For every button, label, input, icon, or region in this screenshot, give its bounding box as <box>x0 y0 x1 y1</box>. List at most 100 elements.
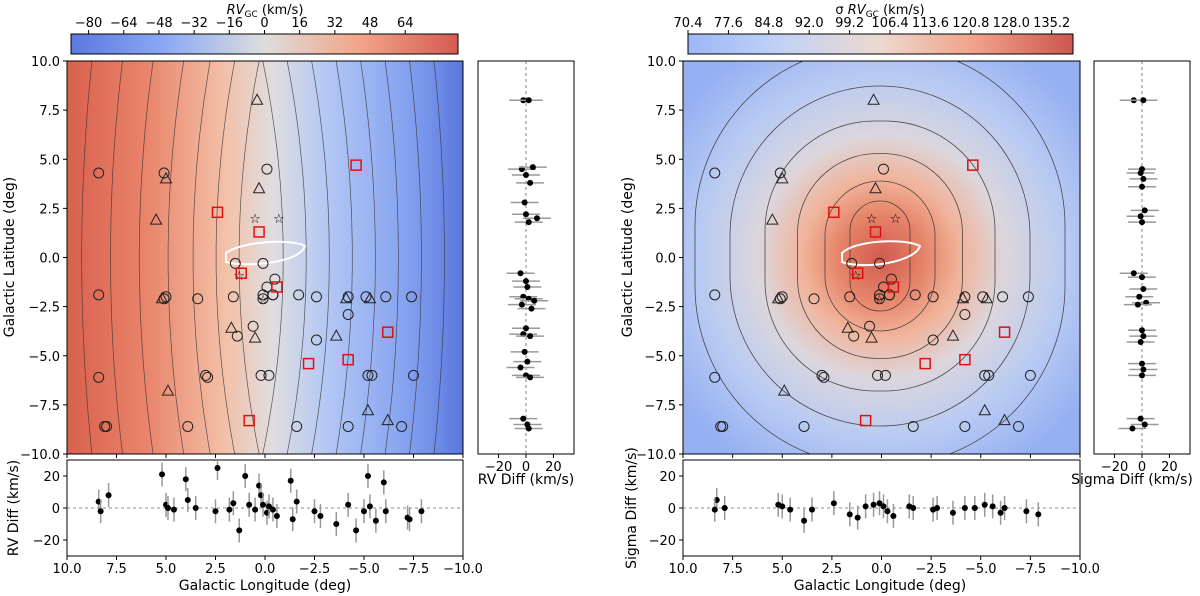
data-point <box>382 508 389 515</box>
circle-marker <box>927 291 939 303</box>
contour-line <box>238 61 260 454</box>
circle-marker <box>816 369 828 381</box>
red-square-marker <box>211 206 224 219</box>
data-point <box>787 506 794 513</box>
red-square-marker <box>271 281 283 293</box>
triangle-marker <box>771 291 785 304</box>
star-marker: ☆ <box>866 212 878 227</box>
x-tick-label: 2.5 <box>205 562 226 577</box>
circle-marker <box>798 420 810 432</box>
data-point <box>242 473 249 479</box>
data-point <box>527 333 534 340</box>
circle-marker <box>874 257 886 269</box>
data-point <box>1137 170 1144 177</box>
right-ylabel: Galactic Latitude (deg) <box>620 177 636 338</box>
data-point <box>525 219 532 226</box>
circle-marker <box>160 291 172 303</box>
colorbar-tick-label: 84.8 <box>754 16 783 31</box>
data-point <box>1140 366 1147 373</box>
data-point <box>287 477 294 484</box>
colorbar-tick-label: 48 <box>362 16 379 31</box>
data-point <box>192 505 199 511</box>
data-point <box>533 215 540 222</box>
triangle-marker <box>946 329 960 341</box>
circle-marker <box>229 257 241 269</box>
colorbar-tick-label: 106.4 <box>871 16 908 31</box>
circle-marker <box>182 420 194 432</box>
contour-line <box>384 61 399 454</box>
colorbar-tick-label: −48 <box>145 16 172 31</box>
colorbar-tick-label: 64 <box>397 16 414 31</box>
x-tick-label: 7.5 <box>722 562 743 577</box>
data-point <box>1140 285 1147 292</box>
y-tick-label: −10.0 <box>636 448 676 463</box>
data-point <box>934 505 941 511</box>
data-point <box>366 503 373 510</box>
red-square-marker <box>235 267 247 279</box>
left-right-xlabel: RV Diff (km/s) <box>478 472 574 488</box>
data-point <box>333 521 340 527</box>
x-tick-label: 10.0 <box>669 562 698 577</box>
y-tick-label: 0 <box>52 502 60 517</box>
triangle-marker <box>978 403 992 416</box>
data-point <box>273 513 280 519</box>
triangle-marker <box>869 181 882 194</box>
data-point <box>1001 505 1008 511</box>
circle-marker <box>864 320 876 332</box>
data-point <box>1134 301 1141 308</box>
y-tick-label: −10.0 <box>20 448 60 463</box>
data-point <box>862 503 869 510</box>
data-point <box>418 508 425 515</box>
contour-line <box>335 61 353 454</box>
circle-marker <box>93 289 105 301</box>
data-point <box>269 506 276 513</box>
x-tick-label: 5.0 <box>156 562 177 577</box>
data-point <box>721 505 728 511</box>
contour-line <box>824 180 936 332</box>
left-right-panel: −20 0 20 RV Diff (km/s) <box>477 60 575 488</box>
circle-marker <box>959 291 971 303</box>
data-point <box>971 505 978 511</box>
y-tick-label: 5.0 <box>655 153 676 168</box>
region-outline <box>841 240 922 267</box>
triangle-marker <box>775 171 789 184</box>
red-square-marker <box>919 357 931 370</box>
data-point <box>1141 421 1148 428</box>
data-point <box>517 270 524 277</box>
colorbar-tick-label: −16 <box>216 16 243 31</box>
red-square-marker <box>887 281 900 293</box>
circle-marker <box>909 289 921 301</box>
colorbar-tick-label: 70.4 <box>674 16 703 31</box>
x-tick-label: 0 <box>1138 460 1146 475</box>
colorbar-tick-label: 32 <box>327 16 344 31</box>
right-bottom-ylabel: Sigma Diff (km/s) <box>624 447 640 569</box>
circle-marker <box>263 369 275 381</box>
circle-marker <box>709 289 721 301</box>
star-marker: ☆ <box>257 293 269 308</box>
circle-marker <box>983 369 995 381</box>
circle-marker <box>818 371 830 383</box>
data-point <box>372 517 379 524</box>
red-square-marker <box>243 414 255 427</box>
data-point <box>809 506 816 513</box>
colorbar-tick-label: −32 <box>180 16 207 31</box>
red-square-marker <box>342 353 354 366</box>
colorbar-tick-label: 77.6 <box>714 16 743 31</box>
colorbar-tick-label: 99.2 <box>835 16 864 31</box>
data-point <box>801 517 808 524</box>
circle-marker <box>261 163 273 175</box>
data-point <box>1141 207 1148 214</box>
x-tick-label: 7.5 <box>106 562 127 577</box>
colorbar-tick-label: 113.6 <box>912 16 949 31</box>
data-point <box>961 505 968 511</box>
circle-marker <box>927 334 939 346</box>
data-point <box>521 199 528 206</box>
data-point <box>212 508 219 515</box>
contour-line <box>433 61 445 454</box>
left-ylabel: Galactic Latitude (deg) <box>2 177 18 338</box>
triangle-marker <box>250 93 264 105</box>
data-point <box>518 301 525 308</box>
data-point <box>1137 338 1144 345</box>
data-point <box>252 506 259 513</box>
